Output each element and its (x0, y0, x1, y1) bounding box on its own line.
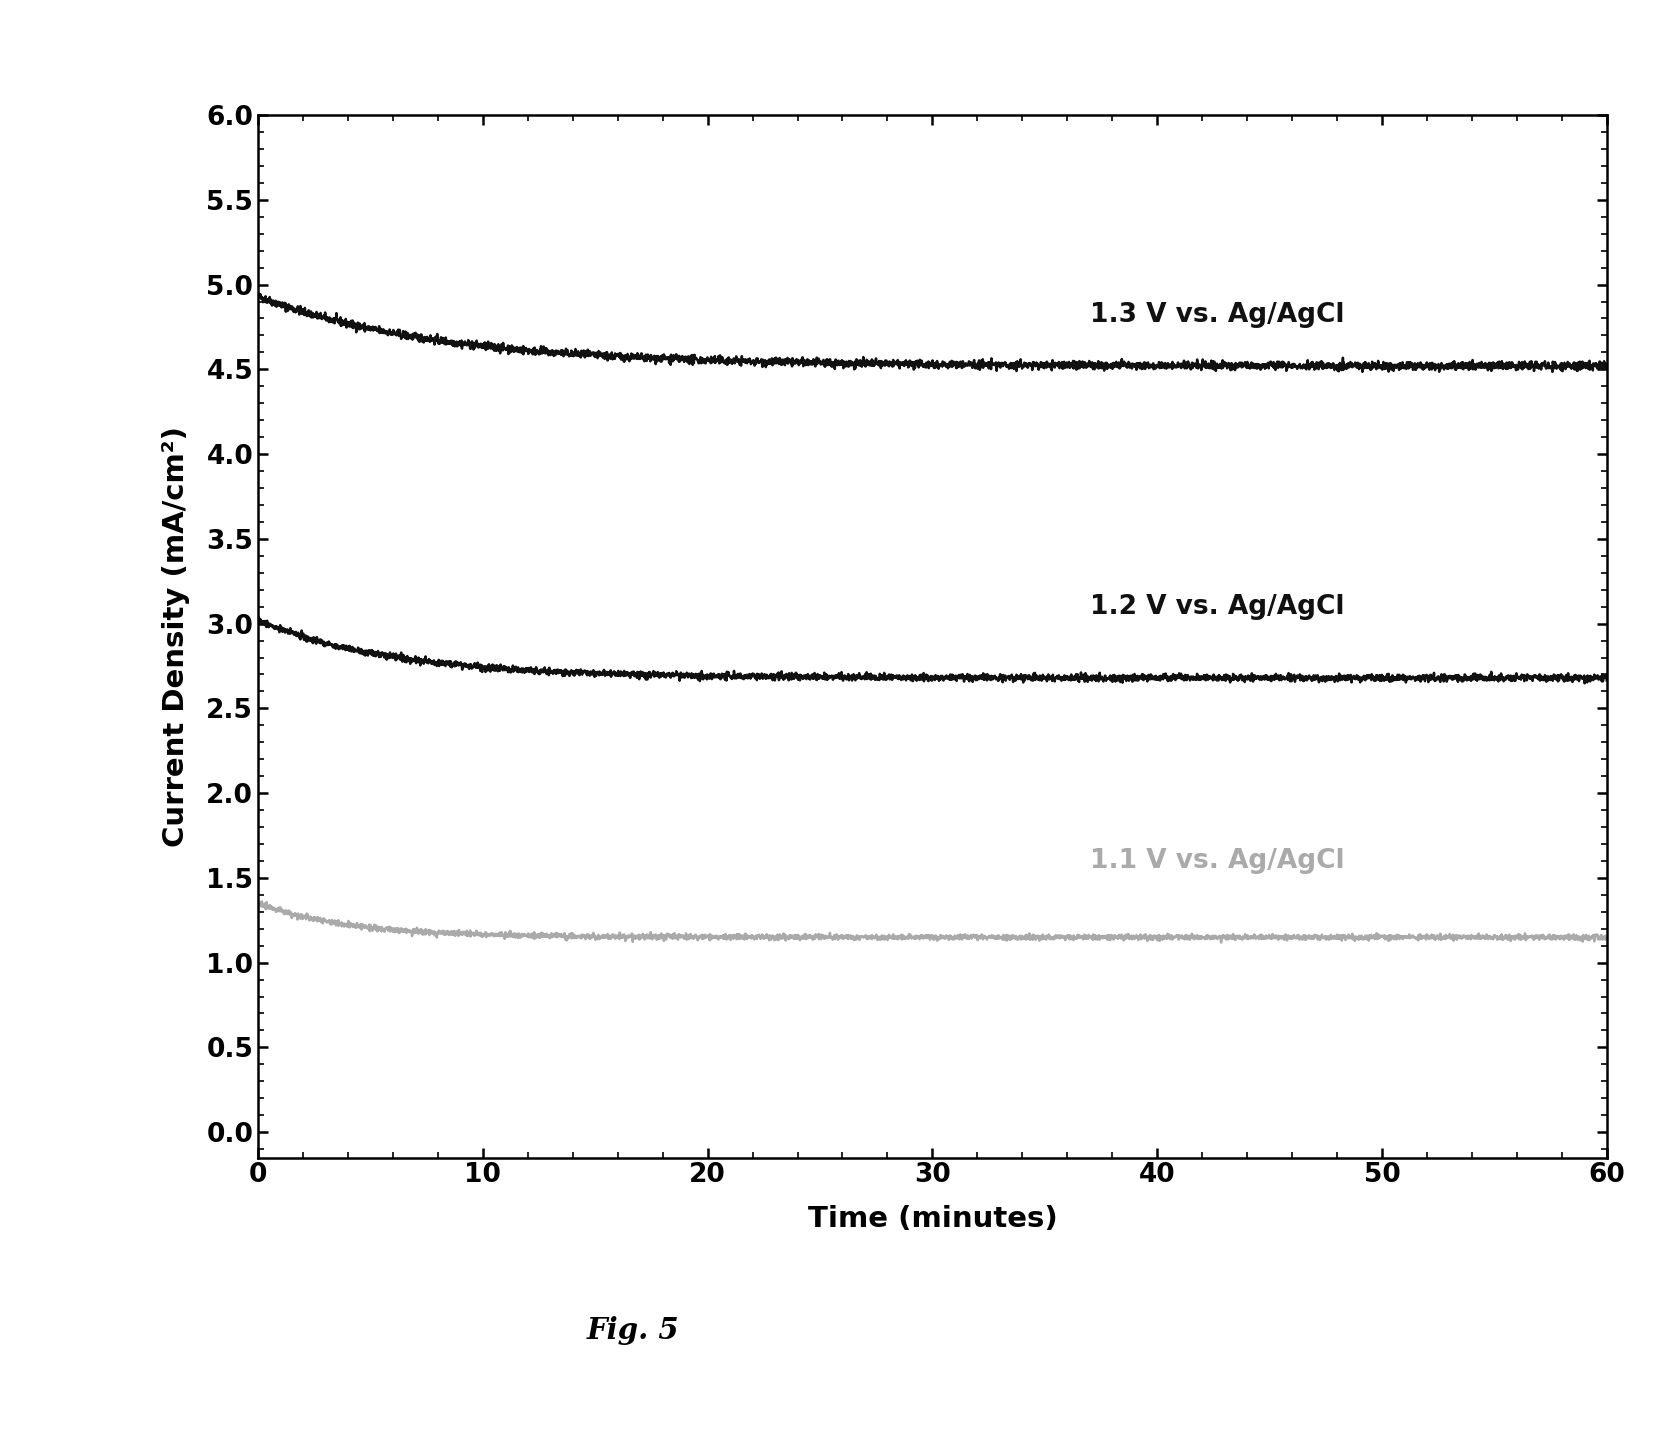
Y-axis label: Current Density (mA/cm²): Current Density (mA/cm²) (161, 426, 190, 847)
X-axis label: Time (minutes): Time (minutes) (807, 1205, 1057, 1234)
Text: 1.3 V vs. Ag/AgCl: 1.3 V vs. Ag/AgCl (1088, 302, 1343, 328)
Text: 1.1 V vs. Ag/AgCl: 1.1 V vs. Ag/AgCl (1088, 848, 1343, 874)
Text: Fig. 5: Fig. 5 (586, 1316, 679, 1345)
Text: 1.2 V vs. Ag/AgCl: 1.2 V vs. Ag/AgCl (1088, 594, 1343, 620)
